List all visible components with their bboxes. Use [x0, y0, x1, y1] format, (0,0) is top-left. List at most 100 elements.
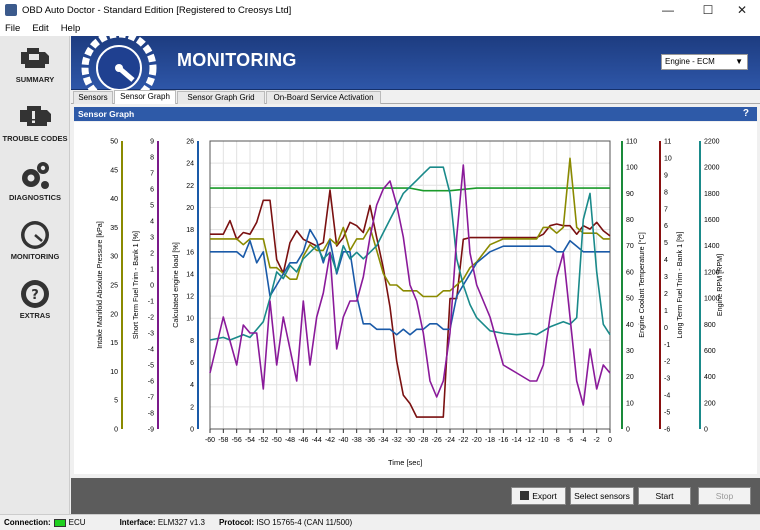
y-tick-label: 60: [626, 269, 634, 276]
sidebar-item-diagnostics[interactable]: DIAGNOSTICS: [0, 158, 70, 216]
y-tick-label: 5: [114, 398, 118, 405]
gauge-icon: [21, 221, 49, 249]
y-tick-label: 50: [626, 296, 634, 303]
sidebar-item-extras[interactable]: ? EXTRAS: [0, 276, 70, 334]
close-button[interactable]: ✕: [736, 3, 748, 17]
y-tick-label: 25: [110, 283, 118, 290]
y-tick-label: 4: [190, 382, 194, 389]
connection-indicator: [53, 518, 66, 527]
sensor-graph-svg: -60 -58 -56 -54 -52 -50 -48 -46 -44 -42 -40 -38 -36-…: [95, 139, 724, 445]
ecu-dropdown[interactable]: Engine - ECM ▼: [661, 54, 748, 70]
y-tick-label: 11: [664, 139, 671, 146]
minimize-button[interactable]: —: [662, 3, 674, 17]
maximize-button[interactable]: ☐: [702, 3, 714, 17]
tab-on-board-service-activation[interactable]: On-Board Service Activation: [266, 91, 381, 104]
y-tick-label: -8: [148, 411, 154, 418]
sidebar-item-trouble-codes[interactable]: TROUBLE CODES: [0, 99, 70, 157]
y-tick-label: 14: [186, 271, 194, 278]
protocol-status: Protocol: ISO 15765-4 (CAN 11/500): [219, 518, 352, 527]
y-tick-label: 4: [150, 219, 154, 226]
y-tick-label: 1: [150, 267, 154, 274]
x-tick-label: -16: [498, 437, 508, 444]
tab-sensors[interactable]: Sensors: [73, 91, 113, 104]
x-tick-label: -48: [285, 437, 295, 444]
x-tick-label: -22: [458, 437, 468, 444]
x-axis-title: Time [sec]: [388, 458, 423, 467]
y-axis-title: Intake Manifold Absolute Pressure [kPa]: [95, 221, 104, 348]
export-button-label: Export: [532, 491, 557, 501]
connection-label: Connection:: [4, 518, 51, 527]
x-tick-label: -42: [325, 437, 335, 444]
x-tick-label: -28: [418, 437, 428, 444]
engine-icon: [21, 48, 49, 68]
start-button[interactable]: Start: [638, 487, 691, 505]
y-tick-label: -6: [664, 427, 670, 434]
chevron-down-icon: ▼: [735, 57, 743, 66]
sidebar: SUMMARY TROUBLE CODES DIAGNOSTICS MONITO…: [0, 36, 70, 514]
y-tick-label: 0: [626, 427, 630, 434]
x-tick-label: 0: [608, 437, 612, 444]
x-tick-label: -50: [272, 437, 282, 444]
tab-sensor-graph[interactable]: Sensor Graph: [114, 90, 176, 104]
y-tick-label: 3: [150, 235, 154, 242]
x-tick-label: -46: [298, 437, 308, 444]
y-tick-label: 6: [190, 360, 194, 367]
y-tick-label: 3: [664, 274, 668, 281]
lifebuoy-question-icon: ?: [21, 280, 49, 308]
menu-file[interactable]: File: [5, 22, 21, 34]
y-axis-title: Short Term Fuel Trim - Bank 1 [%]: [131, 231, 140, 339]
y-tick-label: -9: [148, 427, 154, 434]
y-tick-label: -4: [148, 347, 154, 354]
series-line: [210, 228, 610, 336]
y-tick-label: -5: [664, 410, 670, 417]
select-sensors-button[interactable]: Select sensors: [570, 487, 634, 505]
menu-help[interactable]: Help: [60, 22, 81, 34]
y-tick-label: 5: [150, 203, 154, 210]
y-tick-label: -6: [148, 379, 154, 386]
x-tick-label: -6: [567, 437, 573, 444]
series-line: [210, 157, 610, 298]
y-tick-label: -5: [148, 363, 154, 370]
connection-value: ECU: [68, 518, 86, 527]
x-tick-label: -60: [205, 437, 215, 444]
y-tick-label: 12: [186, 294, 194, 301]
y-tick-label: 0: [704, 427, 708, 434]
x-tick-label: -30: [405, 437, 415, 444]
export-button[interactable]: Export: [511, 487, 566, 505]
y-axis-title: Calculated engine load [%]: [171, 242, 180, 328]
ecu-dropdown-value: Engine - ECM: [665, 57, 715, 66]
x-tick-label: -40: [338, 437, 348, 444]
series-line: [209, 164, 611, 406]
stop-button[interactable]: Stop: [698, 487, 751, 505]
y-tick-label: -3: [664, 376, 670, 383]
y-tick-label: 20: [110, 311, 118, 318]
help-icon[interactable]: ?: [742, 108, 749, 119]
y-tick-label: 6: [664, 223, 668, 230]
x-tick-label: -2: [594, 437, 600, 444]
x-tick-label: -34: [378, 437, 388, 444]
tab-sensor-graph-grid[interactable]: Sensor Graph Grid: [177, 91, 265, 104]
sidebar-item-summary[interactable]: SUMMARY: [0, 40, 70, 98]
connection-status: Connection: ECU: [4, 518, 86, 527]
tab-bar: Sensors Sensor Graph Sensor Graph Grid O…: [71, 90, 760, 104]
menu-bar: File Edit Help: [0, 20, 760, 36]
y-tick-label: 18: [186, 227, 194, 234]
y-tick-label: 2: [150, 251, 154, 258]
x-tick-label: -32: [392, 437, 402, 444]
y-tick-label: 600: [704, 348, 716, 355]
y-axis-title: Engine RPM [RPM]: [715, 254, 724, 316]
y-tick-label: 1800: [704, 191, 720, 198]
y-tick-label: 9: [150, 139, 154, 146]
y-tick-label: 1400: [704, 243, 720, 250]
title-bar: OBD Auto Doctor - Standard Edition [Regi…: [0, 0, 760, 20]
y-tick-label: 1: [664, 308, 668, 315]
y-tick-label: 20: [186, 205, 194, 212]
y-tick-label: 100: [626, 165, 638, 172]
y-tick-label: 4: [664, 257, 668, 264]
sidebar-item-monitoring[interactable]: MONITORING: [0, 217, 70, 275]
y-tick-label: 30: [626, 348, 634, 355]
x-tick-label: -18: [485, 437, 495, 444]
menu-edit[interactable]: Edit: [32, 22, 49, 34]
gears-icon: [22, 162, 49, 189]
y-tick-label: -1: [664, 342, 670, 349]
